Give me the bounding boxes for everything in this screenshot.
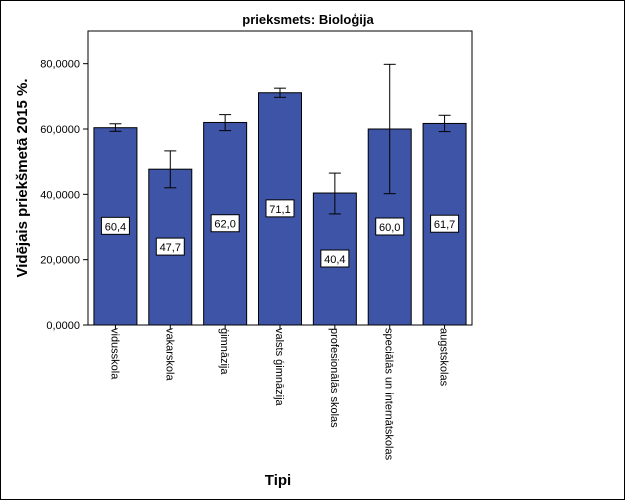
x-axis: vidusskola vakarskola ģimnāzija valsts ģimn… [108,325,450,461]
x-tick-label: augstskolas [438,328,450,387]
data-label-box [320,249,350,268]
x-tick-label: profesionālās skolas [328,328,340,428]
y-axis-label: Vidējais priekšmetā 2015 %. [14,78,31,277]
data-label: 40,4 [324,254,345,266]
x-tick-label: vidusskola [108,328,120,380]
bars: 60,4 47,7 62,0 71,1 40,4 60,0 61,7 [93,63,467,326]
y-tick-label: 80,0000 [40,59,80,71]
x-tick-label: ģimnāzija [218,328,231,375]
data-label-box [100,216,130,235]
y-axis: 0,0000 20,0000 40,0000 60,0000 80,0000 [40,59,88,332]
x-axis-label: Tipi [265,472,291,489]
data-label-box [155,237,185,256]
chart-title: prieksmets: Bioloģija [242,12,374,27]
data-label: 60,4 [105,221,126,233]
data-label-box [375,217,405,236]
data-label: 60,0 [379,222,400,234]
data-label: 71,1 [269,204,290,216]
data-label-box [430,214,460,233]
data-label: 62,0 [214,219,235,231]
data-label-box [210,214,240,233]
y-tick-label: 60,0000 [40,124,80,136]
y-tick-label: 40,0000 [40,189,80,201]
y-tick-label: 0,0000 [46,320,80,332]
data-label-box [265,199,295,218]
data-label: 47,7 [160,242,181,254]
data-label: 61,7 [434,219,455,231]
x-tick-label: vakarskola [163,328,175,381]
y-tick-label: 20,0000 [40,255,80,267]
x-tick-label: speciālās un internātskolas [383,328,395,461]
x-tick-label: valsts ģimnāzija [273,328,286,407]
